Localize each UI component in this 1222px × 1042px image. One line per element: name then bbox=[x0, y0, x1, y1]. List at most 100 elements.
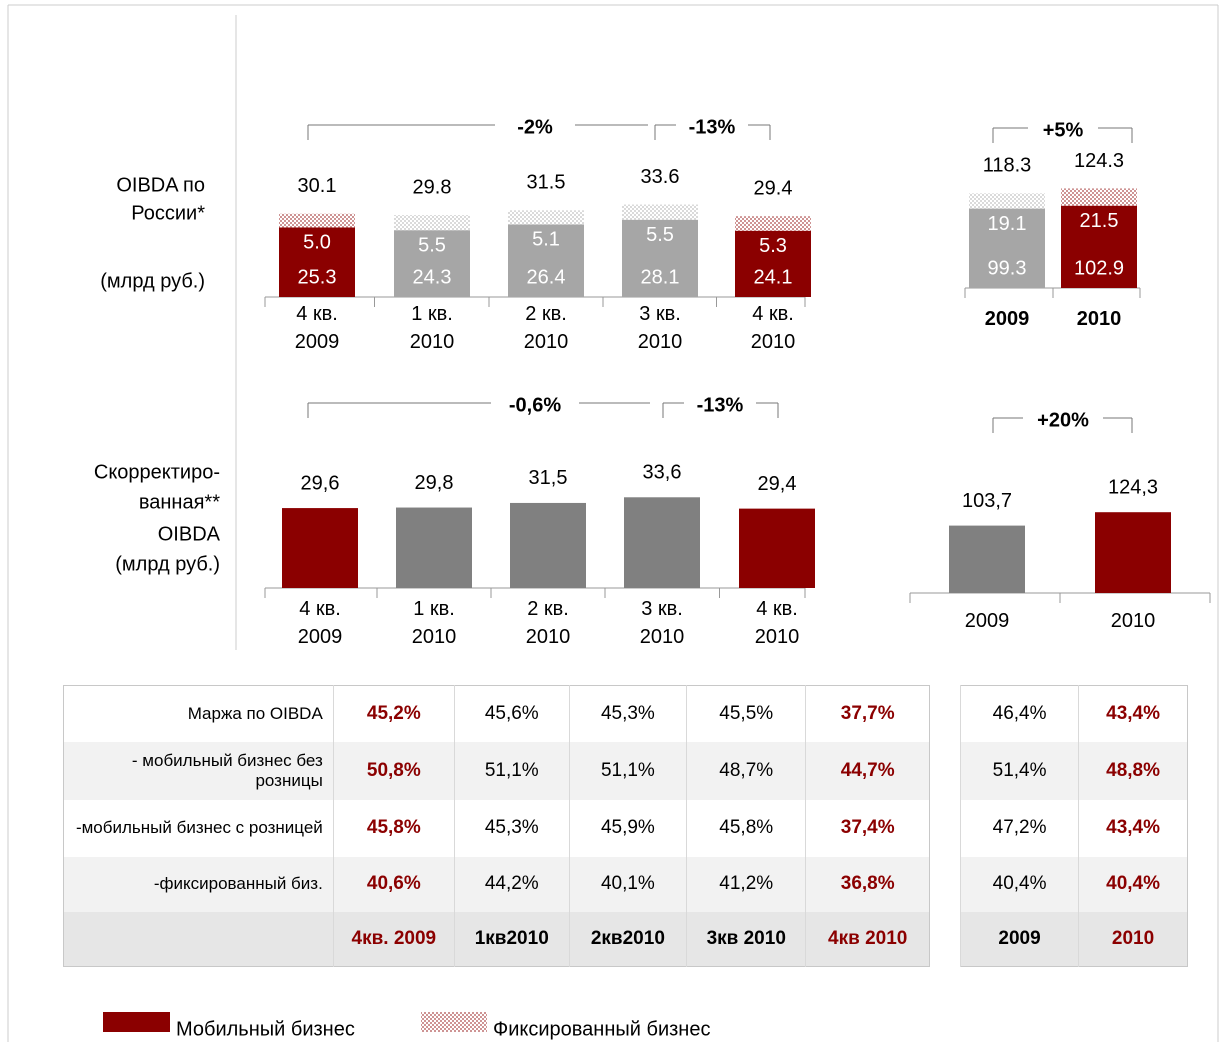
total-label: 29.8 bbox=[413, 176, 452, 198]
x-tick-label: 2010 bbox=[1077, 308, 1122, 330]
annotation: +5% bbox=[1043, 119, 1084, 141]
annotation: -2% bbox=[517, 116, 553, 138]
table-row: 47,2% 43,4% bbox=[959, 799, 1188, 857]
margin-table: Маржа по OIBDA 45,2% 45,6% 45,3% 45,5% 37,7% -… bbox=[63, 685, 930, 967]
cell: 1кв2010 bbox=[453, 911, 570, 967]
cell: 50,8% bbox=[332, 741, 455, 800]
cell: 45,5% bbox=[686, 685, 806, 742]
data-label: 26.4 bbox=[527, 266, 566, 288]
annotation: -13% bbox=[689, 116, 736, 138]
x-tick-line: 2010 bbox=[1111, 610, 1156, 632]
total-label: 33.6 bbox=[641, 166, 680, 188]
annotation: +20% bbox=[1037, 409, 1089, 431]
x-tick-label: 1 кв. 2010 bbox=[412, 598, 457, 648]
cell: 4кв 2010 bbox=[805, 911, 930, 967]
total-label: 29.4 bbox=[754, 177, 793, 199]
x-tick-line: 2010 bbox=[410, 331, 455, 353]
data-label: 5.5 bbox=[646, 224, 674, 246]
cell: 45,3% bbox=[453, 799, 570, 857]
cell: 37,4% bbox=[805, 799, 930, 857]
cell: 43,4% bbox=[1078, 799, 1188, 857]
x-tick-line: 4 кв. bbox=[756, 598, 798, 620]
bar bbox=[739, 508, 815, 588]
bar bbox=[282, 508, 358, 588]
x-tick-label: 3 кв. 2010 bbox=[638, 303, 683, 353]
cell: 51,4% bbox=[959, 741, 1079, 800]
data-label: 5.3 bbox=[759, 235, 787, 257]
legend-swatch bbox=[421, 1012, 487, 1032]
x-tick-label: 1 кв. 2010 bbox=[410, 303, 455, 353]
x-tick-line: 2010 bbox=[755, 626, 800, 648]
bar-segment bbox=[622, 219, 698, 297]
cell: 51,1% bbox=[568, 741, 687, 800]
cell bbox=[63, 911, 334, 967]
cell: 45,2% bbox=[332, 685, 455, 742]
cell: 46,4% bbox=[959, 685, 1079, 742]
x-tick-line: 2009 bbox=[295, 331, 340, 353]
cell: 48,8% bbox=[1078, 741, 1188, 800]
table-row: 40,4% 40,4% bbox=[959, 856, 1188, 912]
total-label: 118.3 bbox=[983, 155, 1032, 177]
table-row: 4кв. 2009 1кв2010 2кв2010 3кв 2010 4кв 2010 bbox=[63, 911, 930, 967]
data-label: 29,4 bbox=[758, 473, 797, 495]
cell: 40,4% bbox=[1078, 856, 1188, 912]
cell: 37,7% bbox=[805, 685, 930, 742]
x-tick-label: 2010 bbox=[1111, 610, 1156, 632]
cell: 43,4% bbox=[1078, 685, 1188, 742]
cell: 40,1% bbox=[568, 856, 687, 912]
table-row: 46,4% 43,4% bbox=[959, 685, 1188, 742]
x-tick-line: 1 кв. bbox=[411, 303, 453, 325]
cell: 44,7% bbox=[805, 741, 930, 800]
legend-swatch bbox=[103, 1012, 170, 1032]
annotation: -13% bbox=[697, 394, 744, 416]
bar-segment bbox=[1061, 205, 1137, 288]
data-label: 19.1 bbox=[988, 213, 1027, 235]
bar bbox=[949, 525, 1025, 593]
table-row: -фиксированный биз. 40,6% 44,2% 40,1% 41,2% 3… bbox=[63, 856, 930, 912]
bar-segment bbox=[394, 230, 470, 297]
x-tick-line: 3 кв. bbox=[639, 303, 681, 325]
x-tick-label: 2009 bbox=[985, 308, 1030, 330]
data-label: 5.1 bbox=[532, 229, 560, 251]
x-tick-label: 3 кв. 2010 bbox=[640, 598, 685, 648]
data-label: 103,7 bbox=[962, 490, 1012, 512]
x-tick-line: 2010 bbox=[524, 331, 569, 353]
cell: 51,1% bbox=[453, 741, 570, 800]
cell: 48,7% bbox=[686, 741, 806, 800]
data-label: 102.9 bbox=[1074, 257, 1124, 279]
x-tick-line: 2009 bbox=[985, 308, 1030, 330]
data-label: 5.0 bbox=[303, 232, 331, 254]
cell: 45,9% bbox=[568, 799, 687, 857]
data-label: 33,6 bbox=[643, 462, 682, 484]
total-label: 124.3 bbox=[1074, 150, 1124, 172]
row-label: - мобильный бизнес без розницы bbox=[63, 741, 334, 800]
cell: 36,8% bbox=[805, 856, 930, 912]
x-tick-label: 4 кв. 2009 bbox=[295, 303, 340, 353]
bar-segment bbox=[735, 216, 811, 231]
cell: 3кв 2010 bbox=[686, 911, 806, 967]
legend-label: Мобильный бизнес bbox=[176, 1018, 355, 1040]
cell: 2009 bbox=[959, 911, 1079, 967]
chart-label: (млрд руб.) bbox=[115, 553, 220, 575]
bar-segment bbox=[279, 227, 355, 297]
x-tick-label: 4 кв. 2009 bbox=[298, 598, 343, 648]
data-label: 24.3 bbox=[413, 266, 452, 288]
cell: 40,4% bbox=[959, 856, 1079, 912]
row-label: -мобильный бизнес с розницей bbox=[75, 818, 323, 837]
x-tick-line: 2010 bbox=[751, 331, 796, 353]
cell: 45,3% bbox=[568, 685, 687, 742]
bar-segment bbox=[394, 215, 470, 231]
bar-segment bbox=[735, 230, 811, 297]
x-tick-line: 2 кв. bbox=[525, 303, 567, 325]
x-tick-line: 1 кв. bbox=[413, 598, 455, 620]
data-label: 124,3 bbox=[1108, 476, 1158, 498]
bar-segment bbox=[1061, 188, 1137, 206]
bar-segment bbox=[508, 210, 584, 225]
x-tick-line: 2010 bbox=[638, 331, 683, 353]
x-tick-label: 4 кв. 2010 bbox=[751, 303, 796, 353]
bar bbox=[1095, 512, 1171, 593]
x-tick-line: 2009 bbox=[965, 610, 1010, 632]
cell: 4кв. 2009 bbox=[332, 911, 455, 967]
bar bbox=[510, 502, 586, 588]
